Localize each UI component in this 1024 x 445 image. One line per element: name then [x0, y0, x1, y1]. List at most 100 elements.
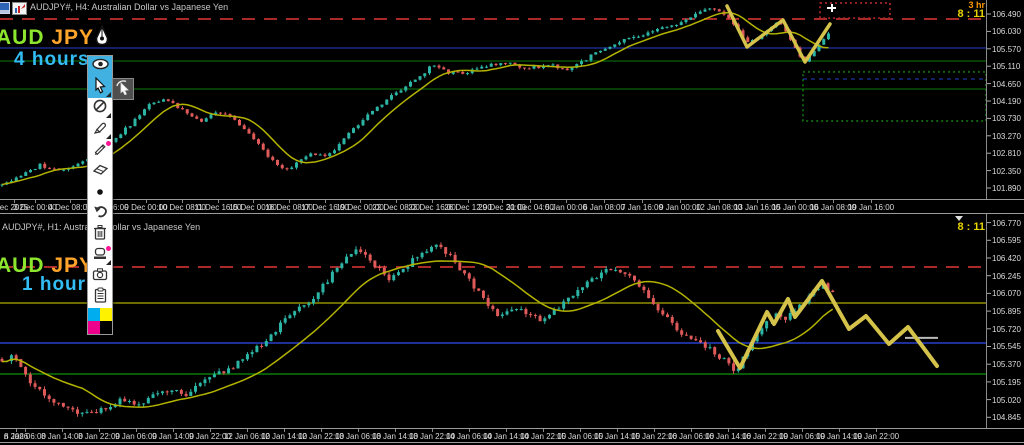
h4-price-axis[interactable]: 106.490 106.030 105.570 105.110 104.650 104.1…: [987, 0, 1024, 199]
pen-launcher-button[interactable]: [93, 24, 111, 52]
h1-time-axis[interactable]: n 2026 8 Jan 06:00 8 Jan 14:00 8 Jan 22:00 9…: [0, 428, 1024, 443]
undo-button[interactable]: [88, 203, 112, 224]
time-tick: [506, 429, 507, 432]
time-tick-label: 13 Jan 06:00: [334, 432, 382, 441]
price-tick-label: 105.570: [992, 44, 1021, 54]
time-tick-label: 9 Jan 22:00: [189, 432, 231, 441]
time-tick: [247, 429, 248, 432]
price-tick-label: 105.195: [992, 377, 1021, 387]
price-tick-label: 103.270: [992, 131, 1021, 141]
highlighter-tool-button[interactable]: [88, 119, 112, 140]
flyout-corner-marker: [106, 92, 111, 97]
time-tick: [871, 200, 872, 203]
time-tick-label: 8 Jan 22:00: [78, 432, 120, 441]
time-tick-label: 12 Jan 22:00: [297, 432, 345, 441]
time-tick: [833, 200, 834, 203]
screenshot-button[interactable]: [88, 266, 112, 287]
time-tick-label: 15 Dec 00:00: [229, 203, 277, 212]
time-tick-label: 8 Jan 14:00: [41, 432, 83, 441]
clipboard-icon: [94, 287, 107, 308]
h4-quote-currency: JPY: [51, 26, 95, 49]
select-tool-button[interactable]: [88, 76, 112, 98]
price-tick-label: 104.845: [992, 413, 1021, 423]
eraser-tool-button[interactable]: [88, 161, 112, 182]
time-tick: [680, 200, 681, 203]
time-tick-label: 16 Jan 22:00: [741, 432, 789, 441]
time-tick: [62, 429, 63, 432]
time-tick-label: ec 2025: [0, 203, 29, 212]
h4-chart-title: AUDJPY#, H4: Australian Dollar vs Japane…: [30, 2, 229, 12]
time-tick-label: 26 Dec 12:00: [444, 203, 492, 212]
time-tick-label: 16 Jan 08:00: [809, 203, 857, 212]
pen-tool-button[interactable]: [88, 140, 112, 161]
time-tick-label: 12 Jan 14:00: [260, 432, 308, 441]
time-tick-label: 8 Jan 06:00: [4, 432, 46, 441]
time-tick: [876, 429, 877, 432]
tool-color-dot: [106, 246, 111, 251]
visibility-tool-button[interactable]: [88, 56, 112, 77]
time-tick: [468, 200, 469, 203]
price-tick-label: 104.190: [992, 96, 1021, 106]
chart-window-icon[interactable]: [12, 2, 27, 15]
hide-annotations-tool-button[interactable]: [88, 98, 112, 119]
time-tick: [839, 429, 840, 432]
chart-pane-h1: AUDJPY#, H1: Australian Dollar vs Japane…: [0, 214, 1024, 428]
time-tick-label: n 2026: [3, 432, 29, 441]
price-tick-label: 106.490: [992, 9, 1021, 19]
palette-black-swatch[interactable]: [100, 321, 112, 334]
eye-icon: [91, 57, 109, 76]
time-tick-label: 4 Dec 08:00: [48, 203, 92, 212]
subwindow-grip-icon[interactable]: [955, 216, 963, 221]
time-tick: [173, 429, 174, 432]
time-tick: [543, 429, 544, 432]
time-tick-label: 14 Jan 22:00: [519, 432, 567, 441]
h4-period-countdown: 3 hr: [968, 0, 985, 10]
time-tick-label: 23 Dec 16:00: [408, 203, 456, 212]
brush-size-button[interactable]: [88, 182, 112, 203]
shapes-tool-button[interactable]: [88, 245, 112, 266]
clipboard-button[interactable]: [88, 287, 112, 308]
time-tick: [14, 200, 15, 203]
palette-yellow-swatch[interactable]: [100, 308, 112, 321]
time-tick-label: 12 Jan 08:00: [695, 203, 743, 212]
time-tick: [432, 429, 433, 432]
price-axis-border: [986, 0, 987, 443]
time-tick-label: 19 Jan 16:00: [847, 203, 895, 212]
h1-base-currency: AUD: [0, 254, 45, 277]
clear-all-button[interactable]: [88, 224, 112, 245]
time-tick: [604, 200, 605, 203]
price-tick-label: 106.770: [992, 218, 1021, 228]
h4-chart-plot[interactable]: [0, 0, 1024, 199]
time-tick-label: 9 Jan 14:00: [152, 432, 194, 441]
h1-timeframe-annotation: 1 hour: [22, 274, 87, 295]
palette-cyan-swatch[interactable]: [88, 308, 100, 321]
time-tick: [358, 429, 359, 432]
h1-price-axis[interactable]: 106.770 106.595 106.420 106.245 106.070 105.8…: [987, 214, 1024, 428]
mouse-cursor-icon: [826, 0, 837, 18]
grid-icon[interactable]: [0, 2, 10, 14]
time-tick-label: 19 Jan 22:00: [852, 432, 900, 441]
click-select-flyout-button[interactable]: [112, 78, 134, 100]
price-tick-label: 102.350: [992, 166, 1021, 176]
annotation-toolbar: [87, 55, 113, 335]
time-tick-label: 9 Jan 00:00: [659, 203, 701, 212]
price-tick-label: 106.595: [992, 236, 1021, 246]
h1-chart-plot[interactable]: [0, 214, 1024, 428]
time-tick: [25, 429, 26, 432]
time-tick-label: 15 Jan 22:00: [630, 432, 678, 441]
time-tick: [802, 429, 803, 432]
price-tick-label: 104.650: [992, 79, 1021, 89]
palette-magenta-swatch[interactable]: [88, 321, 100, 334]
time-tick-label: 16 Dec 08:00: [265, 203, 313, 212]
h4-candle-countdown: 8 : 11: [957, 8, 985, 20]
price-tick-label: 106.030: [992, 27, 1021, 37]
time-tick: [218, 200, 219, 203]
time-tick: [70, 200, 71, 203]
price-tick-label: 105.110: [992, 62, 1021, 72]
price-tick-label: 105.370: [992, 360, 1021, 370]
time-tick: [182, 200, 183, 203]
time-tick: [136, 429, 137, 432]
time-tick: [289, 200, 290, 203]
